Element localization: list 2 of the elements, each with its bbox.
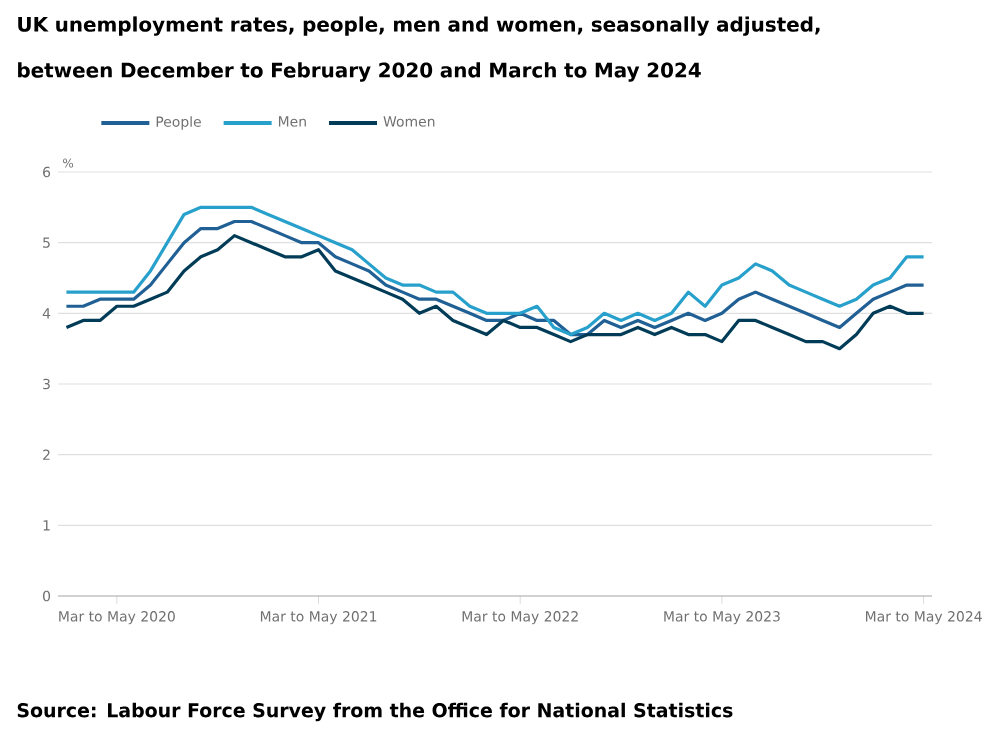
chart-title: UK unemployment rates, people, men and women, seasonally adjusted, between December to February 2020 and March to May 2024 [18,16,820,82]
source-note: Source: Labour Force Survey from the Office for National Statistics [17,702,733,722]
